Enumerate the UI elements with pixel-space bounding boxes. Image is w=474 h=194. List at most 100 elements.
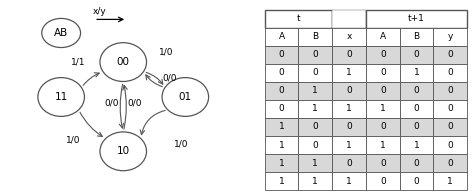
Bar [400,100,433,118]
Text: 0: 0 [312,122,318,132]
Bar [332,172,366,190]
Text: 0: 0 [312,68,318,77]
Bar [332,10,366,28]
Bar [433,136,467,154]
Text: 1: 1 [312,86,318,95]
Text: 0: 0 [380,122,386,132]
Text: 1/0: 1/0 [159,48,173,57]
Bar [400,82,433,100]
Bar [433,154,467,172]
Bar [433,172,467,190]
Text: 0: 0 [447,104,453,113]
Bar [433,46,467,64]
Text: 1: 1 [346,140,352,150]
Text: B: B [312,32,319,41]
Text: 0: 0 [380,68,386,77]
Bar [433,64,467,82]
Bar [264,10,332,28]
Text: 1: 1 [346,177,352,186]
Bar [299,64,332,82]
Bar [366,82,400,100]
Bar [332,82,366,100]
Text: 0: 0 [447,122,453,132]
Bar [299,172,332,190]
Bar [299,28,332,46]
Text: 0/0: 0/0 [104,98,119,107]
Bar [433,28,467,46]
Bar [264,46,299,64]
Bar [264,64,299,82]
Text: 1/0: 1/0 [174,139,189,148]
Bar [433,100,467,118]
Text: 0: 0 [346,50,352,59]
Text: 0: 0 [447,86,453,95]
Bar [264,82,299,100]
Text: 1: 1 [312,177,318,186]
Bar [264,136,299,154]
Text: 0: 0 [380,158,386,168]
Text: 0: 0 [346,86,352,95]
Bar [332,46,366,64]
Text: 0: 0 [380,50,386,59]
Text: 0: 0 [414,86,419,95]
Text: 1: 1 [312,158,318,168]
Text: 0: 0 [279,68,284,77]
Text: 0: 0 [380,177,386,186]
Text: 0: 0 [312,140,318,150]
Bar [400,46,433,64]
Bar [433,82,467,100]
Text: 10: 10 [117,146,130,156]
Text: 1: 1 [279,158,284,168]
Bar [366,136,400,154]
Text: 0: 0 [346,158,352,168]
Bar [264,172,299,190]
Bar [264,118,299,136]
Bar [400,118,433,136]
Bar [400,154,433,172]
Text: 1: 1 [447,177,453,186]
Text: 0: 0 [447,68,453,77]
Bar [299,118,332,136]
Text: 0: 0 [279,50,284,59]
Text: t+1: t+1 [408,14,425,23]
Bar [366,172,400,190]
Bar [299,136,332,154]
Text: x: x [346,32,352,41]
Text: 0/0: 0/0 [163,73,177,82]
Text: 01: 01 [179,92,192,102]
Text: 1: 1 [414,68,419,77]
Bar [366,118,400,136]
Bar [366,100,400,118]
Text: 1/1: 1/1 [72,58,86,67]
Text: AB: AB [54,28,68,38]
Bar [332,64,366,82]
Text: 0: 0 [414,50,419,59]
Bar [400,28,433,46]
Text: A: A [380,32,386,41]
Bar [400,172,433,190]
Bar [366,46,400,64]
Text: 0/0: 0/0 [128,98,142,107]
Text: 00: 00 [117,57,130,67]
Bar [332,28,366,46]
Bar [332,118,366,136]
Text: 1: 1 [279,122,284,132]
Bar [366,154,400,172]
Bar [332,100,366,118]
Text: 0: 0 [414,104,419,113]
Bar [366,10,467,28]
Bar [264,28,299,46]
Bar [264,154,299,172]
Text: 0: 0 [447,140,453,150]
Bar [299,154,332,172]
Text: 0: 0 [414,122,419,132]
Text: 0: 0 [346,122,352,132]
Text: 0: 0 [414,177,419,186]
Text: 1/0: 1/0 [65,135,80,144]
Text: y: y [447,32,453,41]
Bar [400,64,433,82]
Text: 1: 1 [414,140,419,150]
Text: 0: 0 [312,50,318,59]
Text: 0: 0 [447,50,453,59]
Text: 1: 1 [312,104,318,113]
